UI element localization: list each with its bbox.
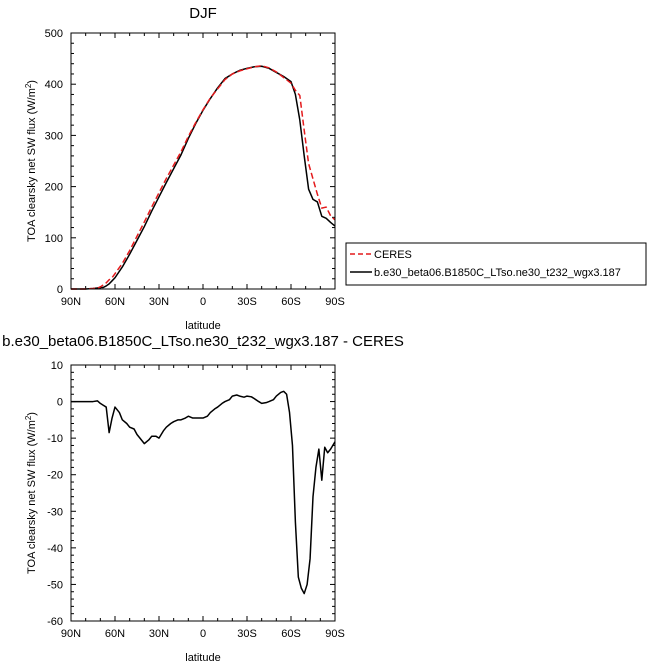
bottom-title: b.e30_beta06.B1850C_LTso.ne30_t232_wgx3.… (2, 333, 404, 350)
bottom-y-tick-label: 10 (51, 360, 63, 372)
bottom-x-tick-label: 60N (105, 628, 125, 640)
legend-label-ceres: CERES (374, 249, 412, 261)
bottom-x-axis-label: latitude (185, 652, 220, 664)
top-x-tick-label: 30N (149, 296, 169, 308)
bottom-x-tick-label: 30N (149, 628, 169, 640)
top-x-tick-label: 90N (61, 296, 81, 308)
bottom-lines (71, 390, 336, 595)
top-panel: DJF 90N 60N 30N 0 30S 60S 90S 0 100 200 300 400 500… (24, 5, 345, 332)
bottom-y-tick-label: -20 (47, 470, 63, 482)
bottom-y-axis-label-main: TOA clearsky net SW flux (W/m (26, 420, 38, 574)
bottom-y-axis-label-sup: 2 (24, 415, 33, 420)
bottom-x-tick-label: 90N (61, 628, 81, 640)
bottom-y-tick-label: -40 (47, 543, 63, 555)
bottom-x-tick-label: 60S (281, 628, 301, 640)
top-x-tick-label: 0 (200, 296, 206, 308)
top-plot-frame (70, 32, 336, 290)
bottom-y-tick-labels: 10 0 -10 -20 -30 -40 -50 -60 (47, 360, 63, 628)
top-y-tick-label: 500 (45, 28, 63, 40)
top-series-line-model (71, 65, 336, 290)
top-y-tick-label: 100 (45, 233, 63, 245)
bottom-x-tick-label: 30S (237, 628, 257, 640)
bottom-x-tick-label: 90S (325, 628, 345, 640)
bottom-y-axis-label-tail: ) (26, 412, 38, 416)
top-y-tick-label: 200 (45, 182, 63, 194)
bottom-ticks (70, 364, 336, 622)
bottom-y-tick-label: 0 (57, 397, 63, 409)
bottom-y-tick-label: -50 (47, 579, 63, 591)
bottom-x-tick-label: 0 (200, 628, 206, 640)
top-ticks (70, 32, 336, 290)
top-series-line-ceres (71, 65, 336, 290)
top-x-tick-label: 60N (105, 296, 125, 308)
top-x-tick-label: 90S (325, 296, 345, 308)
top-y-tick-labels: 0 100 200 300 400 500 (45, 28, 63, 296)
bottom-y-tick-label: -60 (47, 616, 63, 628)
top-y-axis-label-sup: 2 (24, 83, 33, 88)
top-title: DJF (189, 5, 217, 22)
top-lines (71, 65, 336, 290)
top-y-tick-label: 400 (45, 79, 63, 91)
legend: CERES b.e30_beta06.B1850C_LTso.ne30_t232… (345, 242, 647, 286)
top-x-axis-label: latitude (185, 320, 220, 332)
bottom-x-tick-labels: 90N 60N 30N 0 30S 60S 90S (61, 628, 345, 640)
top-y-tick-label: 300 (45, 130, 63, 142)
top-x-tick-label: 30S (237, 296, 257, 308)
bottom-y-axis-label: TOA clearsky net SW flux (W/m2) (24, 412, 38, 574)
legend-box (345, 242, 647, 286)
legend-label-model: b.e30_beta06.B1850C_LTso.ne30_t232_wgx3.… (374, 267, 621, 279)
top-x-tick-labels: 90N 60N 30N 0 30S 60S 90S (61, 296, 345, 308)
bottom-plot-frame (70, 364, 336, 622)
top-y-axis-label-main: TOA clearsky net SW flux (W/m (26, 88, 38, 242)
top-y-tick-label: 0 (57, 284, 63, 296)
top-y-axis-label: TOA clearsky net SW flux (W/m2) (24, 80, 38, 242)
bottom-y-tick-label: -30 (47, 506, 63, 518)
bottom-series-line-model (71, 390, 336, 595)
top-y-axis-label-tail: ) (26, 80, 38, 84)
top-x-tick-label: 60S (281, 296, 301, 308)
bottom-panel: b.e30_beta06.B1850C_LTso.ne30_t232_wgx3.… (2, 333, 404, 664)
bottom-y-tick-label: -10 (47, 433, 63, 445)
